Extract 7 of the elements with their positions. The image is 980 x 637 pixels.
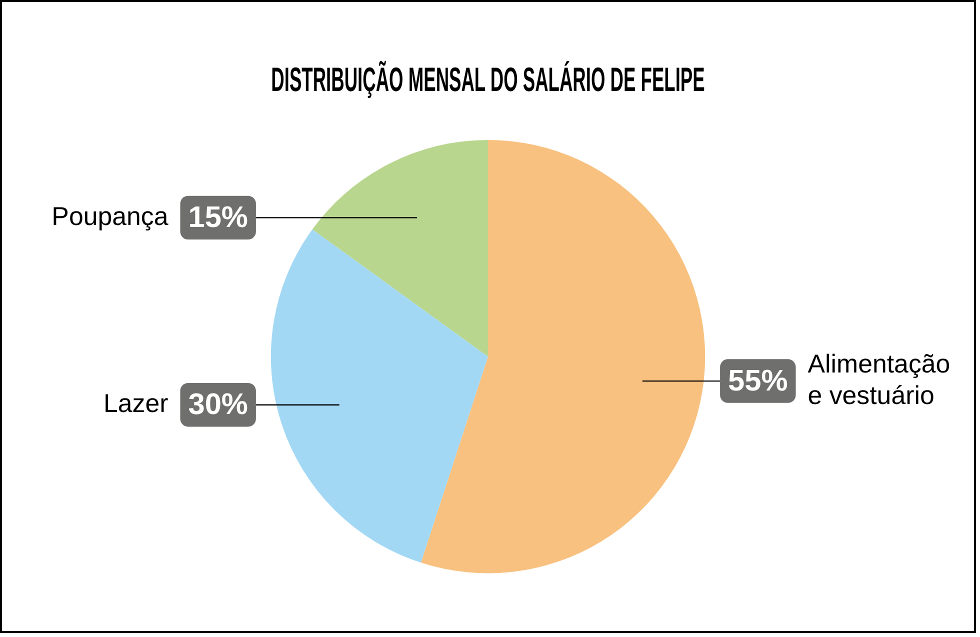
slice-label: Poupança xyxy=(52,202,169,231)
slice-label: Alimentação e vestuário xyxy=(808,350,950,410)
chart-title: DISTRIBUIÇÃO MENSAL DO SALÁRIO DE FELIPE xyxy=(271,60,705,99)
data-label: 15% xyxy=(188,200,248,234)
slice-label: Lazer xyxy=(104,390,169,418)
data-label: 55% xyxy=(728,364,788,398)
data-label: 30% xyxy=(188,388,248,422)
